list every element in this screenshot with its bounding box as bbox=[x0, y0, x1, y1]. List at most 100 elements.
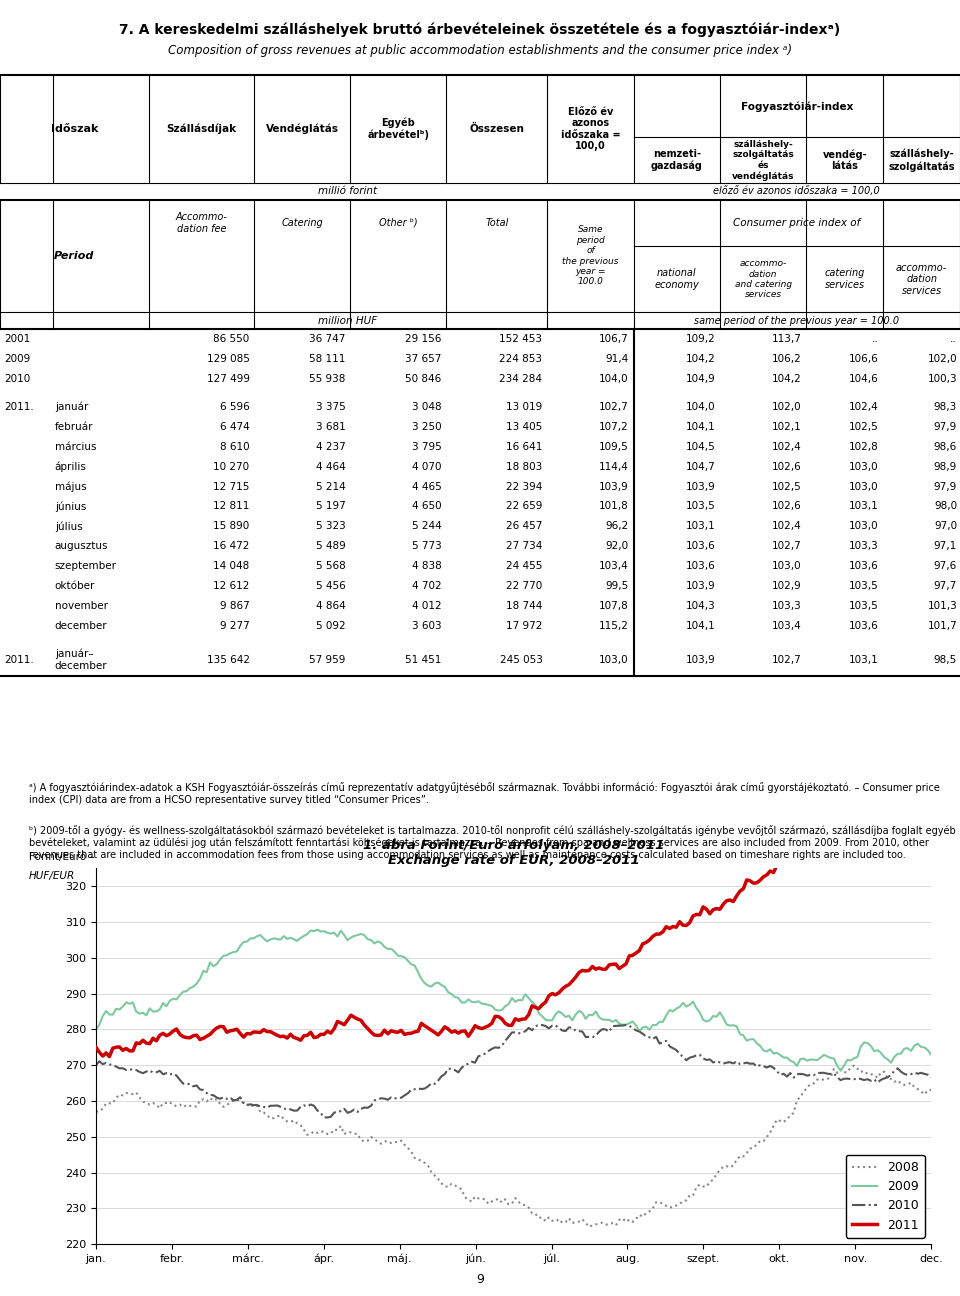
Text: 18 803: 18 803 bbox=[506, 461, 542, 472]
Text: 114,4: 114,4 bbox=[599, 461, 629, 472]
Text: national
economy: national economy bbox=[655, 268, 699, 290]
Text: 3 795: 3 795 bbox=[412, 442, 442, 452]
Text: április: április bbox=[55, 461, 86, 472]
2010 bbox=[90, 1058, 102, 1073]
Text: 24 455: 24 455 bbox=[506, 561, 542, 572]
Text: ..: .. bbox=[950, 334, 957, 343]
2010 bbox=[577, 1024, 588, 1039]
Text: accommo-
dation
and catering
services: accommo- dation and catering services bbox=[734, 259, 792, 299]
Text: 5 773: 5 773 bbox=[412, 542, 442, 551]
Text: 5 092: 5 092 bbox=[316, 621, 346, 631]
Text: 115,2: 115,2 bbox=[599, 621, 629, 631]
Text: 135 642: 135 642 bbox=[206, 654, 250, 665]
2008 bbox=[90, 1104, 102, 1120]
Text: ..: .. bbox=[872, 334, 878, 343]
2009 bbox=[439, 980, 450, 995]
Text: 104,9: 104,9 bbox=[685, 373, 715, 384]
2009 bbox=[312, 921, 324, 937]
Text: 102,4: 102,4 bbox=[849, 402, 878, 412]
Text: 127 499: 127 499 bbox=[206, 373, 250, 384]
Text: Előző év
azonos
időszaka =
100,0: Előző év azonos időszaka = 100,0 bbox=[561, 106, 620, 152]
Text: Catering: Catering bbox=[281, 218, 324, 228]
Text: 22 770: 22 770 bbox=[506, 581, 542, 591]
Text: 91,4: 91,4 bbox=[606, 354, 629, 364]
Text: 103,1: 103,1 bbox=[685, 521, 715, 531]
Text: 152 453: 152 453 bbox=[499, 334, 542, 343]
Text: 104,1: 104,1 bbox=[685, 422, 715, 432]
Text: 102,1: 102,1 bbox=[772, 422, 802, 432]
Text: 103,4: 103,4 bbox=[599, 561, 629, 572]
Text: HUF/EUR: HUF/EUR bbox=[29, 871, 75, 881]
Text: 102,5: 102,5 bbox=[849, 422, 878, 432]
Text: 27 734: 27 734 bbox=[506, 542, 542, 551]
Text: február: február bbox=[55, 422, 93, 432]
Text: 106,2: 106,2 bbox=[772, 354, 802, 364]
Text: 98,9: 98,9 bbox=[934, 461, 957, 472]
Text: ᵇ) 2009-től a gyógy- és wellness-szolgáltatásokból származó bevételeket is tarta: ᵇ) 2009-től a gyógy- és wellness-szolgál… bbox=[29, 824, 955, 859]
Line: 2010: 2010 bbox=[96, 1025, 931, 1117]
Text: 102,7: 102,7 bbox=[772, 542, 802, 551]
Text: 104,6: 104,6 bbox=[849, 373, 878, 384]
2010 bbox=[620, 1017, 632, 1033]
Text: 5 489: 5 489 bbox=[316, 542, 346, 551]
Text: 103,9: 103,9 bbox=[685, 482, 715, 491]
Text: 6 596: 6 596 bbox=[220, 402, 250, 412]
Text: 103,5: 103,5 bbox=[849, 581, 878, 591]
Text: 102,7: 102,7 bbox=[772, 654, 802, 665]
Text: 5 456: 5 456 bbox=[316, 581, 346, 591]
2011 bbox=[842, 794, 853, 810]
Text: november: november bbox=[55, 601, 108, 610]
2008 bbox=[436, 1175, 447, 1191]
2010 bbox=[439, 1067, 450, 1082]
Text: 4 838: 4 838 bbox=[412, 561, 442, 572]
2011 bbox=[925, 819, 937, 835]
Text: Other ᵇ): Other ᵇ) bbox=[379, 218, 418, 228]
Text: 51 451: 51 451 bbox=[405, 654, 442, 665]
Text: 4 464: 4 464 bbox=[316, 461, 346, 472]
2011 bbox=[899, 816, 910, 832]
Text: 9 867: 9 867 bbox=[220, 601, 250, 610]
Text: 12 612: 12 612 bbox=[213, 581, 250, 591]
2010 bbox=[674, 1046, 685, 1061]
2009 bbox=[90, 1021, 102, 1037]
Text: 4 012: 4 012 bbox=[412, 601, 442, 610]
Text: 101,8: 101,8 bbox=[599, 502, 629, 512]
Text: 3 681: 3 681 bbox=[316, 422, 346, 432]
Text: accommo-
dation
services: accommo- dation services bbox=[896, 263, 948, 295]
Text: 96,2: 96,2 bbox=[606, 521, 629, 531]
Text: 102,4: 102,4 bbox=[772, 521, 802, 531]
Text: 26 457: 26 457 bbox=[506, 521, 542, 531]
Text: 29 156: 29 156 bbox=[405, 334, 442, 343]
Text: 103,9: 103,9 bbox=[685, 654, 715, 665]
Text: 103,0: 103,0 bbox=[849, 461, 878, 472]
Text: 4 864: 4 864 bbox=[316, 601, 346, 610]
Text: Same
period
of
the previous
year =
100.0: Same period of the previous year = 100.0 bbox=[563, 226, 618, 286]
Text: 102,0: 102,0 bbox=[772, 402, 802, 412]
Text: 103,6: 103,6 bbox=[849, 561, 878, 572]
Text: 234 284: 234 284 bbox=[499, 373, 542, 384]
Text: 109,2: 109,2 bbox=[685, 334, 715, 343]
Text: 103,1: 103,1 bbox=[849, 654, 878, 665]
2011 bbox=[439, 1019, 450, 1034]
2010 bbox=[322, 1109, 333, 1125]
Text: 5 214: 5 214 bbox=[316, 482, 346, 491]
Text: 245 053: 245 053 bbox=[499, 654, 542, 665]
Text: 2001: 2001 bbox=[4, 334, 30, 343]
2011 bbox=[577, 963, 588, 978]
Text: 103,5: 103,5 bbox=[685, 502, 715, 512]
Text: 98,5: 98,5 bbox=[934, 654, 957, 665]
Text: 3 603: 3 603 bbox=[412, 621, 442, 631]
Text: catering
services: catering services bbox=[825, 268, 865, 290]
Text: 102,5: 102,5 bbox=[772, 482, 802, 491]
2011 bbox=[231, 1021, 243, 1037]
Text: 100,3: 100,3 bbox=[927, 373, 957, 384]
Text: 104,0: 104,0 bbox=[685, 402, 715, 412]
2010 bbox=[899, 1067, 910, 1082]
Text: Consumer price index of: Consumer price index of bbox=[733, 218, 860, 228]
2008 bbox=[849, 1058, 860, 1073]
2008 bbox=[670, 1198, 682, 1213]
Text: 106,6: 106,6 bbox=[849, 354, 878, 364]
2009 bbox=[577, 1004, 588, 1020]
2010 bbox=[925, 1069, 937, 1085]
2011 bbox=[90, 1039, 102, 1055]
